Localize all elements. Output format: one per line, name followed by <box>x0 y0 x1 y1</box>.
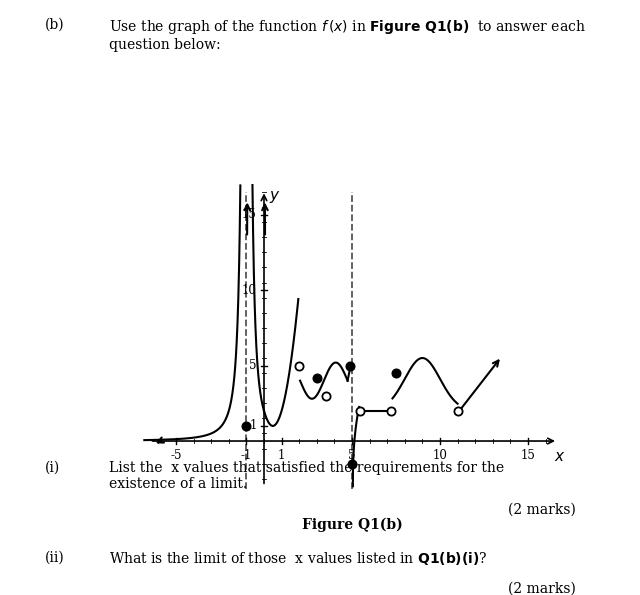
Text: 1: 1 <box>278 449 285 462</box>
Point <box>312 373 322 383</box>
Text: 15: 15 <box>520 449 536 462</box>
Text: -1: -1 <box>241 449 252 462</box>
Point <box>452 406 463 415</box>
Text: What is the limit of those  x values listed in $\mathbf{Q1(b)(i)}$?: What is the limit of those x values list… <box>109 550 488 568</box>
Text: 5: 5 <box>250 359 257 372</box>
Text: (i): (i) <box>45 461 60 475</box>
Text: (ii): (ii) <box>45 550 65 565</box>
Text: -5: -5 <box>170 449 182 462</box>
Text: 10: 10 <box>242 284 257 296</box>
Point <box>391 368 401 378</box>
Text: (b): (b) <box>45 18 65 32</box>
Text: 15: 15 <box>242 208 257 221</box>
Text: $x$: $x$ <box>554 449 566 464</box>
Text: 10: 10 <box>433 449 447 462</box>
Text: (2 marks): (2 marks) <box>508 503 576 517</box>
Point <box>347 459 357 468</box>
Text: 1: 1 <box>250 419 257 433</box>
Text: Figure Q1(b): Figure Q1(b) <box>301 518 403 532</box>
Text: $y$: $y$ <box>269 189 281 205</box>
Point <box>241 421 252 431</box>
Text: List the  x values that satisfied the requirements for the
existence of a limit.: List the x values that satisfied the req… <box>109 461 504 491</box>
Point <box>345 361 355 370</box>
Point <box>321 391 331 400</box>
Text: (2 marks): (2 marks) <box>508 582 576 595</box>
Text: Use the graph of the function $f\,(x)$ in $\mathbf{Figure\ Q1(b)}$  to answer ea: Use the graph of the function $f\,(x)$ i… <box>109 18 586 52</box>
Point <box>355 406 365 415</box>
Text: 5: 5 <box>348 449 356 462</box>
Point <box>294 361 305 370</box>
Point <box>385 406 396 415</box>
